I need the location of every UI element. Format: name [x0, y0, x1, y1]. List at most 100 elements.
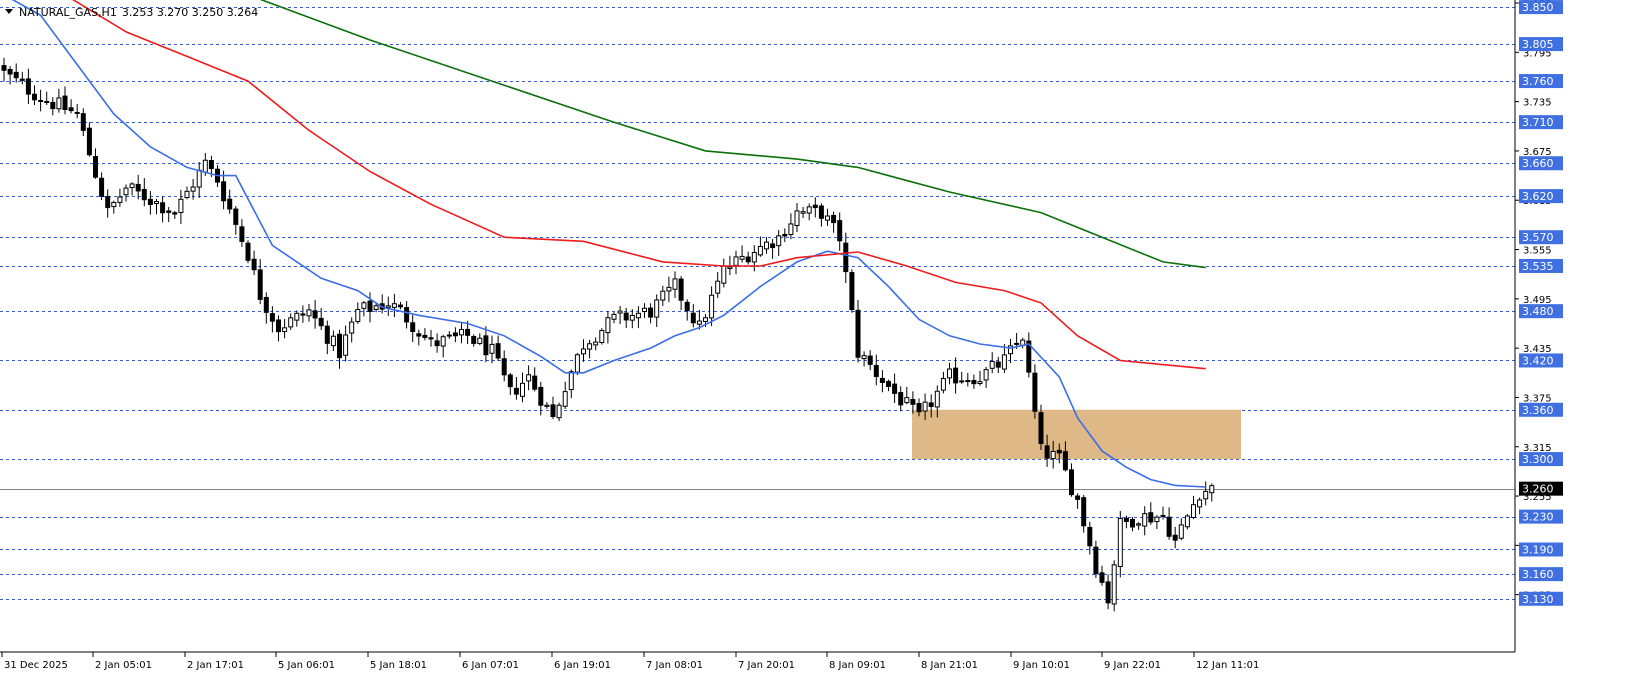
candle-body: [550, 404, 556, 418]
candle-body: [947, 368, 952, 379]
time-tick-label: 6 Jan 19:01: [554, 660, 611, 671]
candle-body: [581, 348, 586, 355]
candle-body: [1026, 340, 1032, 373]
candle-body: [324, 325, 330, 344]
candle-body: [1014, 342, 1020, 345]
level-price-tag-label: 3.760: [1522, 75, 1554, 88]
price-tick-label: 3.375: [1523, 393, 1552, 404]
candle-body: [1111, 564, 1117, 605]
level-price-tag: [1519, 591, 1563, 606]
candle-body: [1160, 514, 1166, 517]
candle-body: [440, 336, 446, 347]
candle-body: [873, 365, 879, 378]
candle-body: [288, 317, 294, 328]
price-tick-label: 3.435: [1523, 344, 1552, 355]
candle-body: [257, 269, 263, 300]
candle-body: [696, 320, 702, 325]
candle-body: [1105, 581, 1111, 604]
candle-body: [178, 198, 184, 213]
candle-body: [282, 327, 288, 333]
level-price-tag: [1519, 353, 1563, 368]
candle-body: [1197, 499, 1203, 508]
level-price-tag-label: 3.300: [1522, 453, 1554, 466]
candle-body: [62, 95, 68, 111]
candle-body: [971, 380, 977, 385]
candle-body: [147, 198, 153, 205]
candle-body: [318, 317, 324, 327]
time-tick-label: 9 Jan 22:01: [1104, 660, 1161, 671]
candle-body: [965, 380, 971, 383]
candle-body: [879, 377, 885, 383]
candle-body: [13, 71, 19, 79]
candle-body: [928, 402, 934, 407]
candle-body: [1062, 451, 1068, 471]
candle-body: [794, 210, 800, 227]
candle-body: [617, 310, 623, 314]
candle-body: [507, 374, 513, 388]
candle-body: [520, 382, 525, 397]
candle-body: [32, 93, 37, 101]
candle-body: [349, 321, 355, 334]
candle-body: [361, 302, 367, 309]
candle-body: [831, 214, 837, 224]
candle-body: [416, 333, 422, 337]
candle-body: [373, 305, 379, 310]
candle-body: [855, 309, 861, 358]
candle-body: [477, 337, 483, 344]
level-price-tag-label: 3.480: [1522, 305, 1554, 318]
candle-body: [160, 202, 166, 214]
ohlc-values: 3.253 3.270 3.250 3.264: [122, 6, 258, 19]
time-tick-label: 8 Jan 09:01: [829, 660, 886, 671]
level-price-tag-label: 3.360: [1522, 404, 1554, 417]
candle-body: [1136, 523, 1142, 526]
candle-body: [446, 334, 452, 337]
candle-body: [208, 160, 214, 170]
candle-body: [953, 367, 959, 384]
candle-body: [398, 304, 403, 308]
level-price-tag-label: 3.570: [1522, 231, 1554, 244]
candle-body: [934, 390, 940, 408]
candle-body: [1184, 515, 1190, 528]
candle-body: [648, 307, 654, 318]
moving-average-line: [72, 0, 1206, 370]
candles: [1, 57, 1215, 612]
candle-body: [489, 343, 495, 354]
candle-body: [465, 328, 471, 336]
candle-body: [562, 391, 568, 407]
candle-body: [886, 380, 891, 387]
candle-body: [940, 378, 946, 391]
level-price-tag-label: 3.230: [1522, 511, 1554, 524]
candle-body: [635, 312, 641, 319]
level-price-tag: [1519, 258, 1563, 273]
candle-body: [574, 354, 580, 373]
candle-body: [526, 374, 532, 382]
candle-body: [50, 101, 56, 110]
candle-body: [227, 198, 233, 210]
time-tick-label: 2 Jan 17:01: [187, 660, 244, 671]
current-price-tag-label: 3.260: [1522, 483, 1554, 496]
candle-body: [995, 361, 1001, 368]
time-axis: 31 Dec 2025 2 Jan 05:01 2 Jan 17:01 5 Jan 0…: [1, 652, 1259, 671]
candle-body: [99, 177, 105, 197]
candle-body: [434, 340, 440, 347]
level-price-tag: [1519, 509, 1563, 524]
candle-body: [800, 211, 806, 214]
candle-body: [1081, 497, 1087, 527]
candle-body: [141, 188, 147, 201]
candle-body: [660, 290, 666, 301]
time-tick-label: 7 Jan 08:01: [646, 660, 703, 671]
level-price-tag-label: 3.620: [1522, 190, 1554, 203]
moving-average-line: [11, 0, 1206, 488]
candle-body: [721, 265, 727, 284]
candle-body: [684, 301, 690, 312]
candle-body: [269, 313, 275, 322]
candle-body: [129, 183, 135, 189]
candle-body: [239, 226, 245, 242]
candle-body: [422, 334, 428, 338]
candle-body: [1172, 534, 1178, 541]
candle-body: [654, 299, 660, 318]
triangle-down-icon[interactable]: [5, 9, 13, 14]
candle-body: [544, 404, 550, 407]
price-tick-label: 3.255: [1523, 492, 1552, 503]
